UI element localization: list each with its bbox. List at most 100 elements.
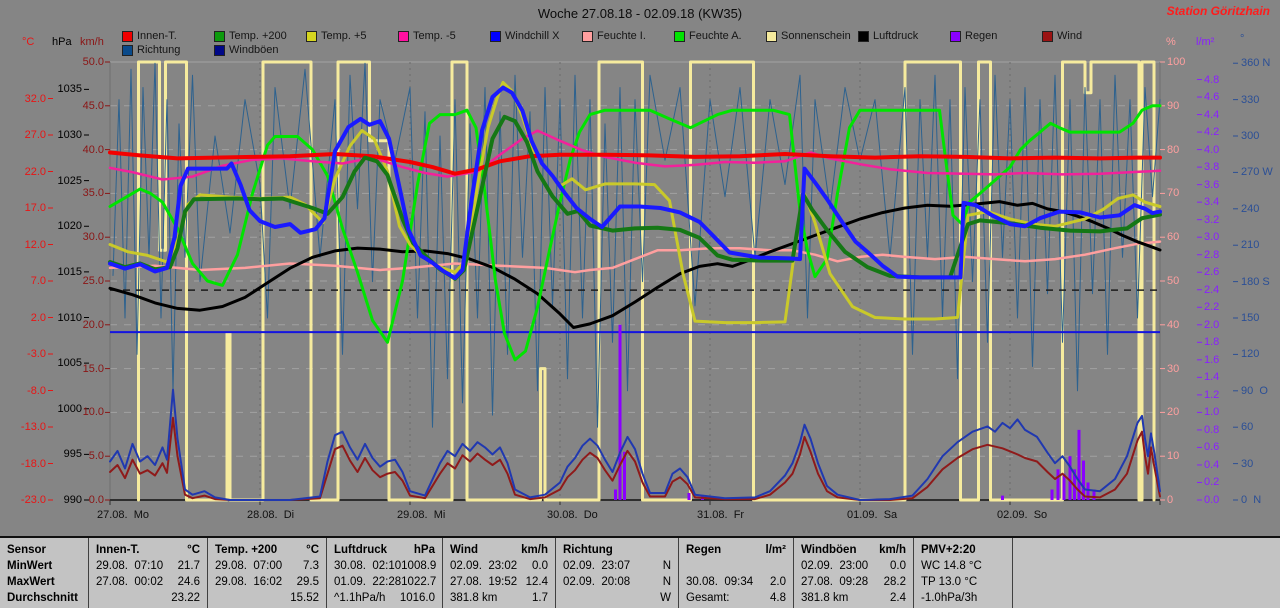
series-sonnenschein: [137, 60, 1156, 502]
legend-item-label: Richtung: [137, 44, 181, 56]
axis-tick-label-lm2: 2.2: [1204, 301, 1220, 314]
axis-tick-label-pct: 0: [1167, 494, 1174, 506]
stats-col-wind: Wind km/h 02.09. 23:02 0.0 27.08. 19:52 12.4 3…: [442, 538, 555, 608]
legend-item-Feuchte A.: Feuchte A.: [674, 30, 742, 42]
legend-item-label: Temp. -5: [413, 30, 456, 42]
axis-tick-label-lm2: 4.2: [1204, 126, 1220, 139]
axis-tick-label-deg: 330: [1241, 93, 1260, 106]
series-innen: [108, 150, 1162, 176]
legend-item-Richtung: Richtung: [122, 44, 180, 56]
axis-tick-label-lm2: 4.4: [1204, 108, 1220, 121]
stats-col-t200: Temp. +200 °C 29.08. 07:00 7.3 29.08. 16:02 2…: [207, 538, 326, 608]
legend-swatch-icon: [122, 44, 133, 56]
legend-item-Windböen: Windböen: [214, 44, 279, 56]
axis-unit-hpa: hPa: [52, 36, 72, 48]
axis-tick-label-celsius: -18.0: [20, 457, 46, 470]
legend-swatch-icon: [306, 30, 317, 42]
stats-min-innen: 29.08. 07:10 21.7: [96, 558, 200, 574]
axis-unit-kmh: km/h: [80, 36, 104, 48]
legend-swatch-icon: [1042, 30, 1053, 42]
axis-tick-label-lm2: 0.0: [1204, 494, 1220, 506]
axis-tick-label-deg: 240: [1241, 202, 1260, 215]
stats-col-name: Temp. +200: [215, 544, 278, 556]
legend-item-label: Regen: [965, 30, 998, 42]
axis-tick-label-lm2: 0.4: [1204, 458, 1220, 471]
axis-tick-label-lm2: 1.0: [1204, 406, 1220, 419]
stats-col-unit: km/h: [879, 544, 906, 556]
axis-tick-label-lm2: 1.8: [1204, 336, 1220, 349]
stats-min-time: 02.09. 23:02: [450, 560, 518, 572]
axis-tick-label-lm2: 2.4: [1204, 283, 1220, 296]
stats-max-value: 2.0: [770, 576, 786, 588]
axis-tick-label-lm2: 3.4: [1204, 196, 1220, 209]
axis-tick-label-pct: 100: [1167, 56, 1186, 68]
axis-tick-label-lm2: 3.6: [1204, 178, 1220, 191]
axis-tick-label-deg: 60: [1241, 421, 1254, 434]
stats-col-name: Innen-T.: [96, 544, 140, 556]
stats-col-pmv: PMV+2:20 WC 14.8 °C TP 13.0 °C -1.0hPa/3h: [913, 538, 1012, 608]
stats-avg-time: ^1.1hPa/h: [334, 592, 386, 604]
stats-max-richtung: 02.09. 20:08 N: [563, 574, 671, 590]
stats-min-regen: [686, 558, 786, 574]
axis-tick-label-celsius: 12.0: [24, 238, 46, 251]
stats-avg-time: 381.8 km: [450, 592, 498, 604]
axis-tick-label-deg: 90 O: [1241, 384, 1268, 397]
day-label: 29.08. Mi: [397, 509, 446, 521]
stats-col-header: Luftdruck hPa: [334, 542, 435, 558]
stats-avg-time: 381.8 km: [801, 592, 849, 604]
stats-col-unit: °C: [306, 544, 319, 556]
axis-tick-label-lm2: 0.2: [1204, 476, 1220, 489]
stats-col-windboeen: Windböen km/h 02.09. 23:00 0.0 27.08. 09:28 2…: [793, 538, 913, 608]
stats-avg-value: 15.52: [290, 592, 319, 604]
stats-min-luftdruck: 30.08. 02:10 1008.9: [334, 558, 436, 574]
axis-tick-label-pct: 50: [1167, 275, 1180, 287]
legend-item-label: Temp. +200: [229, 30, 287, 42]
stats-min-time: 30.08. 02:10: [334, 560, 402, 572]
stats-avg-time: Gesamt:: [686, 592, 730, 604]
legend-item-label: Sonnenschein: [781, 30, 851, 42]
axis-tick-label-deg: 150: [1241, 312, 1260, 324]
stats-min-value: 7.3: [303, 560, 319, 572]
axis-tick-label-lm2: 2.0: [1204, 318, 1220, 331]
stats-max-value: 24.6: [177, 576, 200, 588]
axis-tick-label-pct: 40: [1167, 318, 1180, 331]
legend-item-Sonnenschein: Sonnenschein: [766, 30, 851, 42]
series-windboeen: [109, 388, 1161, 501]
series-feuchte_a: [108, 104, 1162, 362]
stats-avg-value: 23.22: [171, 592, 200, 604]
axis-tick-label-hpa: 1015: [57, 265, 82, 278]
stats-min-t200: 29.08. 07:00 7.3: [215, 558, 319, 574]
axis-tick-label-lm2: 0.6: [1204, 441, 1220, 454]
axis-tick-label-celsius: -13.0: [20, 421, 46, 433]
stats-col-header: Regen l/m²: [686, 542, 786, 558]
legend-swatch-icon: [214, 44, 225, 56]
axis-tick-label-pct: 80: [1167, 143, 1180, 156]
axis-tick-label-lm2: 3.0: [1204, 231, 1220, 244]
stats-col-header: Richtung: [563, 542, 671, 558]
day-label: 31.08. Fr: [697, 509, 745, 521]
axis-tick-label-lm2: 1.6: [1204, 353, 1220, 366]
stats-max-time: 27.08. 00:02: [96, 576, 164, 588]
stats-min-time: WC 14.8 °C: [921, 560, 982, 572]
day-label: 28.08. Di: [247, 509, 295, 521]
legend-item-Temp. +5: Temp. +5: [306, 30, 367, 42]
axis-tick-label-pct: 20: [1167, 406, 1180, 419]
axis-tick-label-celsius: -23.0: [20, 494, 46, 506]
axis-tick-label-celsius: 27.0: [24, 129, 46, 141]
stats-max-value: 1022.7: [401, 576, 437, 588]
stats-max-value: 12.4: [525, 576, 548, 588]
stats-avg-value: 1016.0: [399, 592, 435, 604]
series-windchill: [108, 85, 1162, 281]
legend-swatch-icon: [490, 30, 501, 42]
day-label: 27.08. Mo: [97, 509, 149, 521]
axis-tick-label-pct: 70: [1167, 187, 1180, 200]
legend-item-Temp. +200: Temp. +200: [214, 30, 287, 42]
stats-col-name: PMV+2:20: [921, 544, 976, 556]
legend-item-label: Temp. +5: [321, 30, 367, 42]
stats-min-value: 21.7: [177, 560, 200, 572]
stats-col-unit: l/m²: [765, 544, 786, 556]
stats-avg-innen: 23.22: [96, 590, 200, 606]
axis-unit-lm2: l/m²: [1196, 36, 1215, 48]
stats-row-label: Sensor: [7, 544, 46, 556]
